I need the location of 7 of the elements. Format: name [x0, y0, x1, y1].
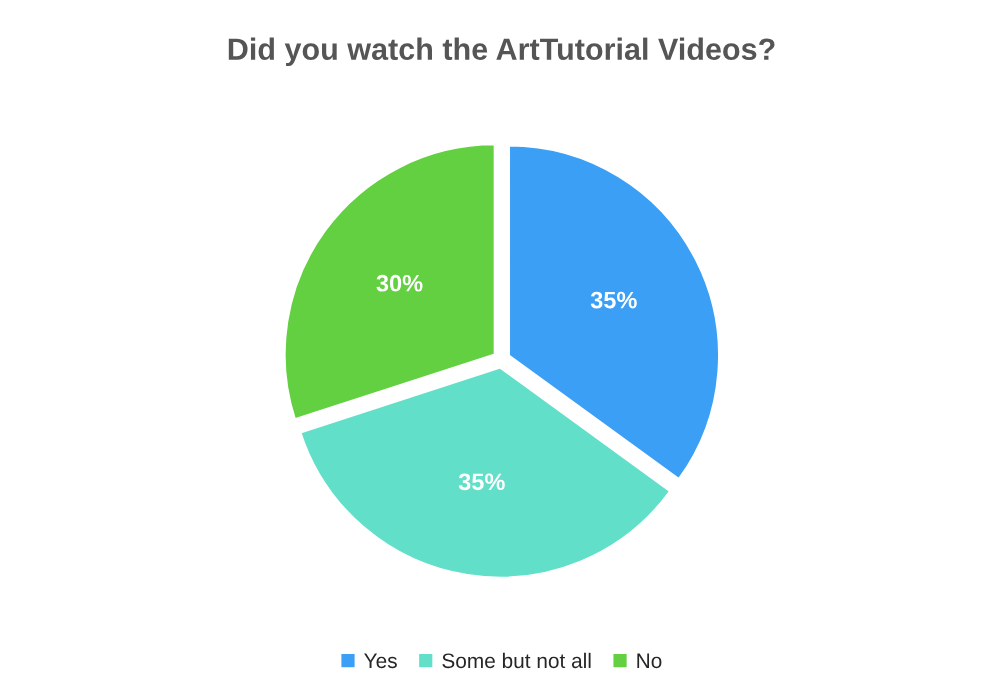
- chart-title: Did you watch the ArtTutorial Videos?: [228, 37, 775, 67]
- data-label: 30%: [376, 274, 423, 292]
- legend-label: Yes: [364, 653, 397, 669]
- legend-label: Some but not all: [442, 652, 591, 669]
- data-label: 35%: [458, 473, 505, 491]
- legend-label: No: [637, 653, 662, 669]
- data-label: 35%: [590, 291, 637, 309]
